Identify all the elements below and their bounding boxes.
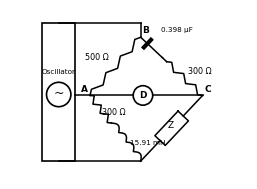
Text: Z: Z bbox=[167, 121, 173, 130]
Text: Oscillator: Oscillator bbox=[42, 69, 76, 75]
Text: 300 Ω: 300 Ω bbox=[188, 67, 212, 76]
FancyBboxPatch shape bbox=[42, 23, 75, 161]
Text: 15.91 mH: 15.91 mH bbox=[130, 139, 166, 146]
Text: 300 Ω: 300 Ω bbox=[102, 108, 126, 117]
Text: 0.398 μF: 0.398 μF bbox=[161, 27, 193, 33]
Text: C: C bbox=[205, 84, 211, 94]
Circle shape bbox=[133, 86, 153, 105]
Text: B: B bbox=[142, 26, 149, 35]
Text: 500 Ω: 500 Ω bbox=[85, 53, 108, 62]
Polygon shape bbox=[155, 111, 188, 146]
Text: ~: ~ bbox=[53, 87, 64, 100]
Text: D: D bbox=[139, 91, 147, 100]
Text: A: A bbox=[81, 84, 88, 94]
